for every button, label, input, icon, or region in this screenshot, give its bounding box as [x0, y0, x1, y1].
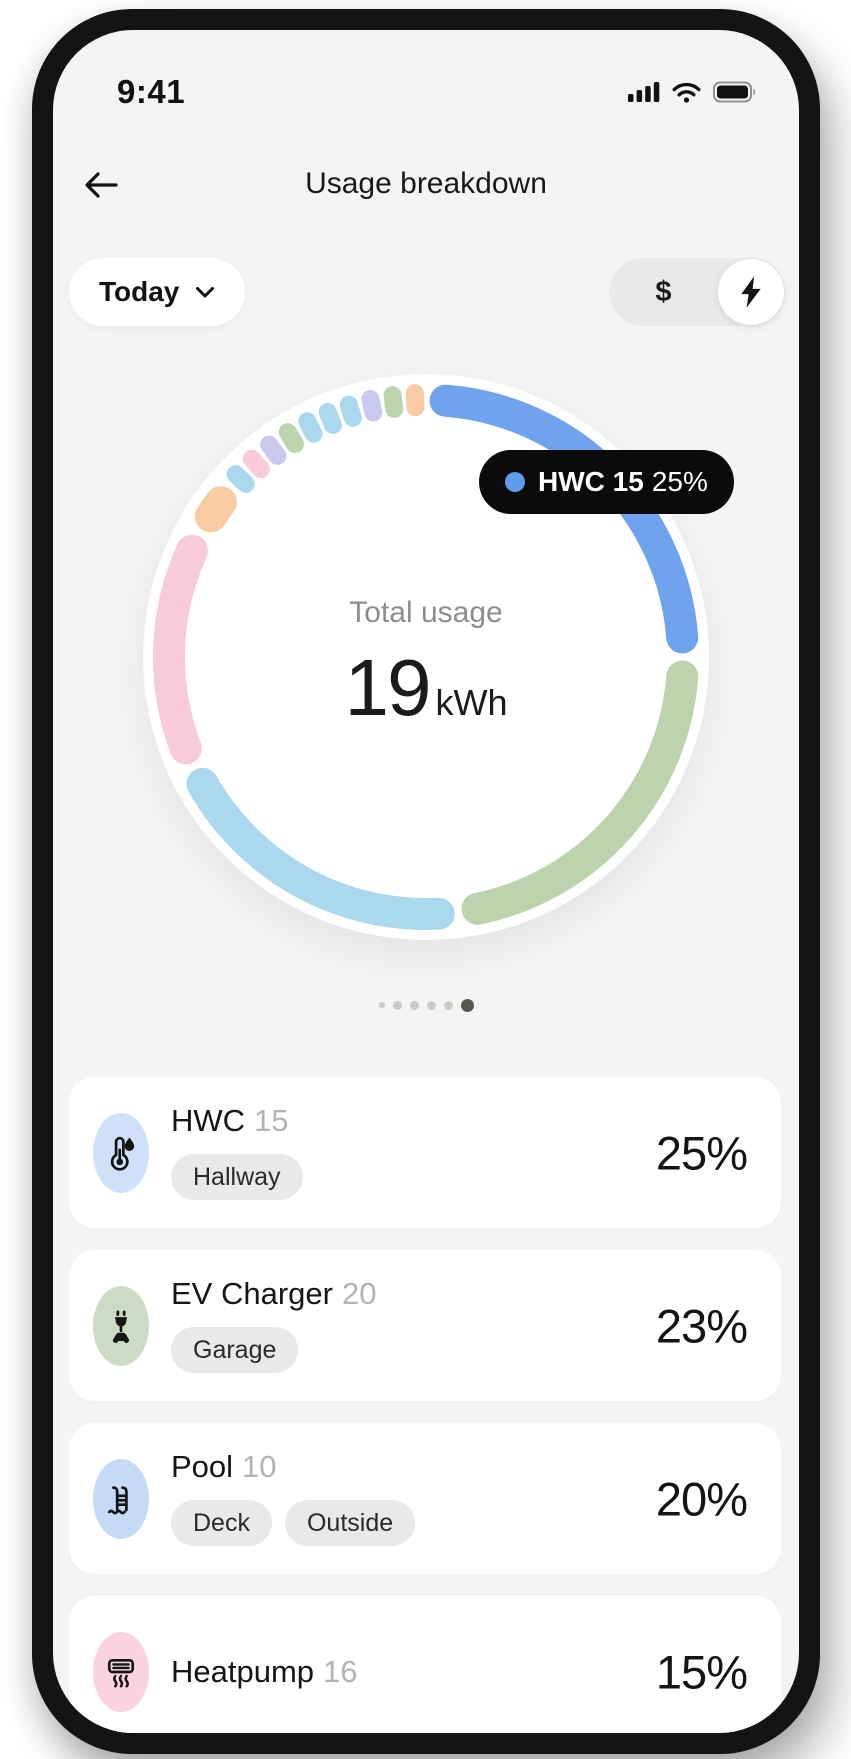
ev-plug-icon: [93, 1286, 149, 1366]
device-row-ev-charger[interactable]: EV Charger 20 Garage 23%: [69, 1250, 781, 1401]
device-row-pool[interactable]: Pool 10 Deck Outside 20%: [69, 1423, 781, 1574]
donut-tick-segment[interactable]: [338, 393, 365, 429]
pagination-dot[interactable]: [426, 1000, 436, 1010]
donut-segment[interactable]: [194, 486, 237, 533]
pool-ladder-icon: [93, 1459, 149, 1539]
location-chip: Outside: [284, 1500, 416, 1546]
tooltip-text: HWC 15 25%: [538, 466, 708, 497]
chevron-down-icon: [196, 286, 215, 297]
usage-donut-chart: Total usage 19 kWh HWC 15 25%: [53, 30, 799, 1030]
lightning-bolt-icon: [741, 276, 761, 308]
pagination-dots[interactable]: [53, 992, 799, 1018]
chart-tooltip: HWC 15 25%: [479, 450, 734, 514]
phone-frame: 9:41: [32, 9, 820, 1754]
status-bar: 9:41: [53, 70, 799, 114]
heatpump-icon: [93, 1632, 149, 1712]
thermometer-droplet-icon: [93, 1113, 149, 1193]
device-row-heatpump[interactable]: Heatpump 16 15%: [69, 1596, 781, 1733]
status-icons: [628, 81, 757, 103]
currency-option[interactable]: $: [655, 275, 672, 308]
donut-tick-segment[interactable]: [405, 384, 425, 417]
pagination-dot-active[interactable]: [460, 998, 474, 1012]
device-name: Heatpump 16: [171, 1653, 358, 1689]
battery-icon: [713, 81, 756, 103]
device-percent: 15%: [655, 1645, 748, 1698]
donut-tick-segment[interactable]: [316, 400, 345, 436]
unit-toggle[interactable]: $: [609, 258, 785, 326]
pagination-dot[interactable]: [443, 1000, 453, 1010]
donut-tick-segment[interactable]: [295, 409, 325, 446]
device-row-hwc[interactable]: HWC 15 Hallway 25%: [69, 1077, 781, 1228]
energy-option[interactable]: [718, 259, 784, 325]
controls-row: Today $: [69, 258, 785, 326]
pagination-dot[interactable]: [392, 1000, 402, 1010]
chart-total-unit: kWh: [435, 682, 508, 723]
location-chip: Hallway: [171, 1154, 303, 1200]
donut-segment[interactable]: [153, 534, 209, 765]
device-name: HWC 15: [171, 1103, 289, 1138]
back-arrow-icon: [85, 171, 118, 198]
donut-tick-segment[interactable]: [360, 388, 384, 423]
screen: 9:41: [53, 30, 799, 1733]
device-name: Pool 10: [171, 1449, 277, 1484]
donut-tick-segment[interactable]: [275, 420, 307, 457]
wifi-icon: [672, 82, 701, 103]
donut-rings: [153, 384, 699, 930]
device-list: HWC 15 Hallway 25%: [69, 1077, 781, 1733]
device-percent: 20%: [655, 1472, 748, 1525]
location-chip: Deck: [171, 1500, 272, 1546]
chart-center: Total usage 19 kWh: [143, 596, 709, 734]
page-title: Usage breakdown: [305, 167, 547, 200]
chart-total-value: 19: [344, 643, 432, 732]
pagination-dot[interactable]: [409, 1000, 419, 1010]
status-time: 9:41: [117, 73, 186, 110]
tooltip-dot: [505, 472, 525, 492]
period-selector[interactable]: Today: [69, 258, 246, 326]
donut-segment[interactable]: [461, 660, 699, 925]
pagination-dot[interactable]: [378, 1002, 385, 1008]
donut-tick-segment[interactable]: [223, 461, 259, 496]
period-label: Today: [99, 276, 180, 307]
donut-tick-segment[interactable]: [257, 432, 290, 468]
device-name: EV Charger 20: [171, 1276, 377, 1311]
back-button[interactable]: [73, 164, 129, 208]
chart-total-label: Total usage: [349, 596, 503, 629]
device-percent: 23%: [655, 1299, 748, 1352]
donut-tick-segment[interactable]: [382, 385, 404, 419]
header: Usage breakdown: [53, 160, 799, 208]
device-percent: 25%: [655, 1126, 748, 1179]
donut-tick-segment[interactable]: [239, 446, 274, 482]
cellular-signal-icon: [628, 82, 660, 102]
donut-segment[interactable]: [186, 767, 455, 930]
location-chip: Garage: [171, 1327, 299, 1373]
